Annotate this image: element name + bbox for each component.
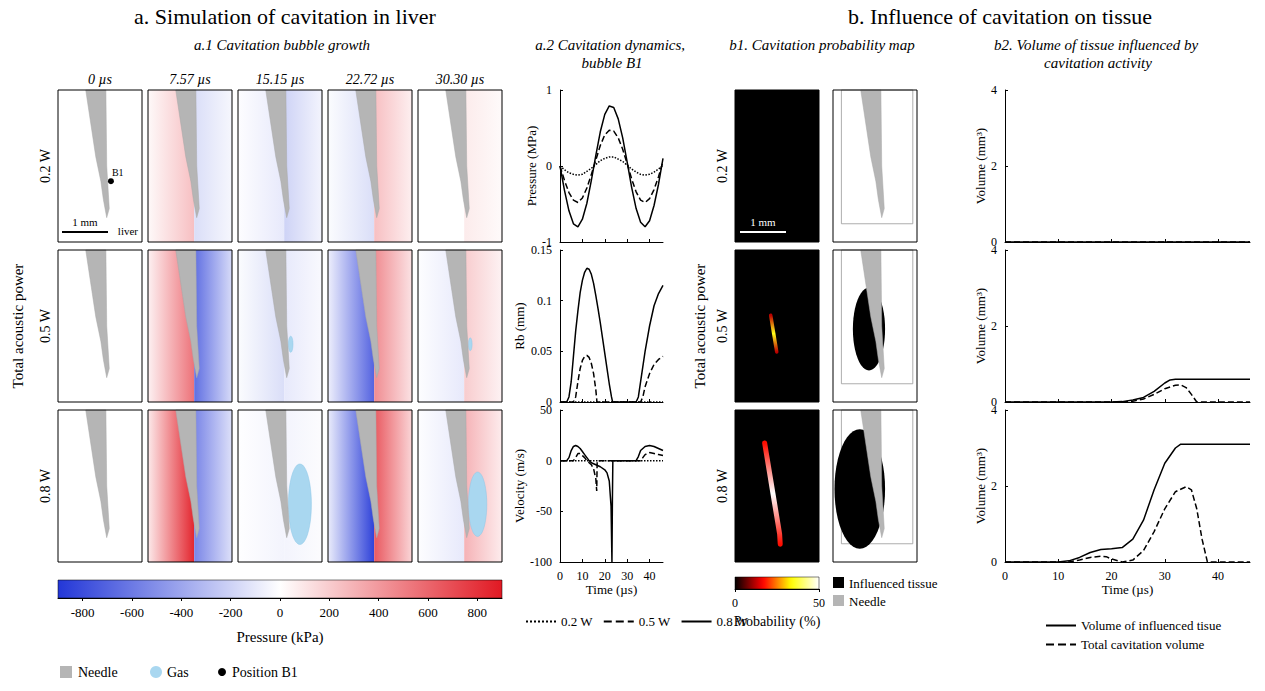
svg-text:Time (µs): Time (µs) bbox=[1102, 582, 1153, 597]
svg-text:0: 0 bbox=[991, 395, 997, 409]
svg-text:0: 0 bbox=[546, 454, 552, 468]
svg-text:a.2 Cavitation dynamics,: a.2 Cavitation dynamics, bbox=[535, 37, 689, 53]
svg-text:-100: -100 bbox=[530, 555, 552, 569]
svg-text:0: 0 bbox=[1002, 569, 1008, 583]
svg-text:0.2 W: 0.2 W bbox=[38, 148, 53, 183]
svg-text:a.1 Cavitation bubble growth: a.1 Cavitation bubble growth bbox=[194, 37, 370, 53]
svg-text:30.30 µs: 30.30 µs bbox=[435, 72, 485, 87]
svg-text:-200: -200 bbox=[219, 605, 243, 620]
svg-text:600: 600 bbox=[418, 605, 438, 620]
svg-text:10: 10 bbox=[576, 569, 588, 583]
svg-text:4: 4 bbox=[991, 243, 997, 257]
svg-text:1 mm: 1 mm bbox=[750, 216, 776, 228]
svg-text:Total cavitation volume: Total cavitation volume bbox=[1081, 637, 1205, 652]
svg-text:2: 2 bbox=[991, 159, 997, 173]
svg-text:Influenced tissue: Influenced tissue bbox=[849, 576, 938, 591]
svg-text:0: 0 bbox=[546, 395, 552, 409]
svg-text:Volume (mm³): Volume (mm³) bbox=[973, 128, 988, 204]
svg-text:0: 0 bbox=[277, 605, 284, 620]
svg-text:Gas: Gas bbox=[167, 665, 189, 680]
svg-text:0: 0 bbox=[557, 569, 563, 583]
svg-text:2: 2 bbox=[991, 479, 997, 493]
svg-text:Needle: Needle bbox=[849, 594, 886, 609]
svg-text:0: 0 bbox=[732, 596, 738, 610]
svg-text:b1. Cavitation probability map: b1. Cavitation probability map bbox=[729, 37, 915, 53]
svg-text:20: 20 bbox=[1106, 569, 1118, 583]
svg-text:B1: B1 bbox=[112, 167, 124, 178]
svg-text:2: 2 bbox=[991, 319, 997, 333]
svg-text:200: 200 bbox=[320, 605, 340, 620]
svg-text:Velocity (m/s): Velocity (m/s) bbox=[512, 449, 527, 523]
svg-text:Volume of influenced tisue: Volume of influenced tisue bbox=[1081, 618, 1221, 633]
svg-text:20: 20 bbox=[599, 569, 611, 583]
svg-text:0: 0 bbox=[546, 159, 552, 173]
svg-text:7.57 µs: 7.57 µs bbox=[169, 72, 211, 87]
svg-text:Needle: Needle bbox=[78, 665, 118, 680]
svg-text:22.72 µs: 22.72 µs bbox=[346, 72, 395, 87]
svg-text:0.8 W: 0.8 W bbox=[715, 468, 730, 503]
svg-text:4: 4 bbox=[991, 83, 997, 97]
svg-text:cavitation activity: cavitation activity bbox=[1044, 55, 1152, 71]
svg-text:0.2 W: 0.2 W bbox=[715, 148, 730, 183]
svg-text:0.05: 0.05 bbox=[531, 344, 552, 358]
svg-text:30: 30 bbox=[621, 569, 633, 583]
svg-text:0: 0 bbox=[991, 555, 997, 569]
svg-text:0.8 W: 0.8 W bbox=[38, 468, 53, 503]
svg-text:Volume (mm³): Volume (mm³) bbox=[973, 288, 988, 364]
svg-text:Time (µs): Time (µs) bbox=[586, 582, 637, 597]
svg-text:b. Influence of cavitation on: b. Influence of cavitation on tissue bbox=[848, 4, 1152, 29]
svg-text:30: 30 bbox=[1159, 569, 1171, 583]
svg-text:800: 800 bbox=[468, 605, 488, 620]
svg-text:40: 40 bbox=[644, 569, 656, 583]
svg-text:0: 0 bbox=[991, 235, 997, 249]
svg-text:b2. Volume of tissue influence: b2. Volume of tissue influenced by bbox=[994, 37, 1202, 53]
svg-text:0.15: 0.15 bbox=[531, 243, 552, 257]
svg-text:0.5 W: 0.5 W bbox=[38, 308, 53, 343]
svg-text:50: 50 bbox=[813, 596, 825, 610]
svg-text:Position B1: Position B1 bbox=[232, 665, 298, 680]
svg-text:1: 1 bbox=[546, 83, 552, 97]
svg-text:-50: -50 bbox=[536, 504, 552, 518]
svg-text:bubble B1: bubble B1 bbox=[581, 55, 642, 71]
svg-text:Rb (mm): Rb (mm) bbox=[512, 302, 527, 349]
svg-text:-800: -800 bbox=[71, 605, 95, 620]
svg-text:-400: -400 bbox=[169, 605, 193, 620]
svg-text:-600: -600 bbox=[120, 605, 144, 620]
svg-text:40: 40 bbox=[1212, 569, 1224, 583]
svg-text:0.5 W: 0.5 W bbox=[715, 308, 730, 343]
svg-text:-1: -1 bbox=[542, 235, 552, 249]
svg-text:Total acoustic power: Total acoustic power bbox=[692, 264, 708, 389]
svg-text:4: 4 bbox=[991, 403, 997, 417]
svg-text:0.1: 0.1 bbox=[537, 294, 552, 308]
svg-text:50: 50 bbox=[540, 403, 552, 417]
svg-text:0.2 W: 0.2 W bbox=[561, 614, 593, 629]
svg-text:Volume (mm³): Volume (mm³) bbox=[973, 448, 988, 524]
svg-text:a. Simulation of cavitation in: a. Simulation of cavitation in liver bbox=[134, 4, 436, 29]
svg-text:0.5 W: 0.5 W bbox=[639, 614, 671, 629]
svg-text:liver: liver bbox=[118, 225, 138, 237]
svg-text:Probability (%): Probability (%) bbox=[734, 614, 821, 630]
svg-text:400: 400 bbox=[369, 605, 389, 620]
svg-text:Total acoustic power: Total acoustic power bbox=[10, 264, 26, 389]
svg-text:0 µs: 0 µs bbox=[88, 72, 113, 87]
svg-text:Pressure (MPa): Pressure (MPa) bbox=[524, 126, 539, 207]
svg-text:15.15 µs: 15.15 µs bbox=[256, 72, 305, 87]
svg-text:Pressure (kPa): Pressure (kPa) bbox=[236, 629, 323, 646]
svg-text:10: 10 bbox=[1052, 569, 1064, 583]
svg-text:1 mm: 1 mm bbox=[72, 216, 98, 228]
